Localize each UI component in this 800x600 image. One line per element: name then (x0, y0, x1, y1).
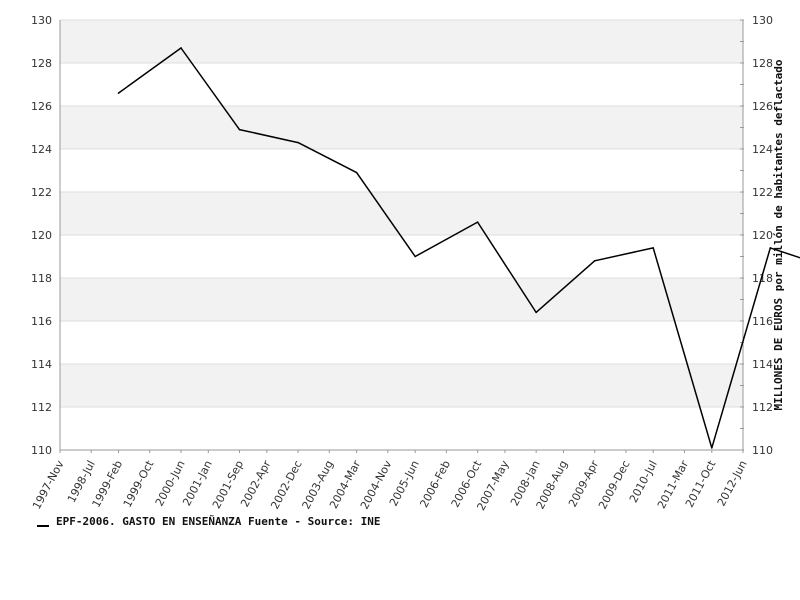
plot-band (60, 106, 743, 149)
data-point (476, 221, 479, 223)
plot-band (60, 364, 743, 407)
y-tick-label-right: 114 (752, 358, 773, 371)
x-tick-label: 1999-Oct (121, 458, 157, 510)
y-tick-label-right: 122 (752, 186, 773, 199)
data-point (180, 47, 182, 49)
y-tick-label-left: 110 (31, 444, 52, 457)
x-tick-label: 2006-Feb (417, 458, 453, 510)
legend-text: EPF-2006. GASTO EN ENSEÑANZA Fuente - So… (56, 514, 381, 528)
data-point (652, 247, 655, 249)
plot-band (60, 278, 743, 321)
y-tick-label-left: 120 (31, 229, 52, 242)
y-tick-label-left: 114 (31, 358, 52, 371)
y-tick-label-left: 122 (31, 186, 52, 199)
y-tick-label-left: 126 (31, 100, 52, 113)
y-axis-left-ticks: 110 112 114 116 118 120 122 124 126 128 130 (31, 14, 52, 457)
data-point (535, 311, 537, 314)
y-tick-label-right: 120 (752, 229, 773, 242)
y-axis-right-label: MILLONES DE EUROS por millón de habitant… (772, 59, 785, 410)
plot-band (60, 20, 743, 63)
y-tick-label-right: 124 (752, 143, 773, 156)
x-tick-label: 2009-Apr (566, 458, 602, 509)
y-tick-label-left: 118 (31, 272, 52, 285)
legend-swatch (37, 525, 49, 527)
data-point (117, 92, 120, 94)
y-tick-label-left: 116 (31, 315, 52, 328)
data-point (355, 171, 358, 174)
plot-band (60, 192, 743, 235)
x-tick-label: 2009-Dec (596, 458, 632, 511)
data-point (238, 128, 241, 131)
y-tick-label-right: 126 (752, 100, 773, 113)
data-point (297, 141, 299, 144)
y-tick-label-left: 130 (31, 14, 52, 27)
y-tick-label-left: 112 (31, 401, 52, 414)
data-point (769, 247, 772, 249)
y-tick-label-right: 110 (752, 444, 773, 457)
y-tick-label-right: 116 (752, 315, 773, 328)
y-tick-label-right: 128 (752, 57, 773, 70)
y-tick-label-left: 128 (31, 57, 52, 70)
data-point (710, 447, 713, 449)
data-point (593, 260, 596, 262)
x-axis-ticks: 1997-Nov1998-Jul1999-Feb1999-Oct2000-Jun… (30, 450, 750, 513)
y-axis-right-ticks: 110 112 114 116 118 120 122 124 126 128 130 (740, 14, 773, 457)
x-tick-label: 2002-Dec (268, 458, 304, 511)
x-tick-label: 1997-Nov (30, 458, 67, 512)
y-tick-label-right: 130 (752, 14, 773, 27)
x-tick-label: 2012-Jun (715, 458, 750, 508)
y-tick-label-left: 124 (31, 143, 52, 156)
data-point (414, 255, 416, 258)
y-tick-label-right: 118 (752, 272, 773, 285)
legend: EPF-2006. GASTO EN ENSEÑANZA Fuente - So… (37, 513, 381, 529)
series-lines (117, 47, 800, 449)
y-tick-label-right: 112 (752, 401, 773, 414)
